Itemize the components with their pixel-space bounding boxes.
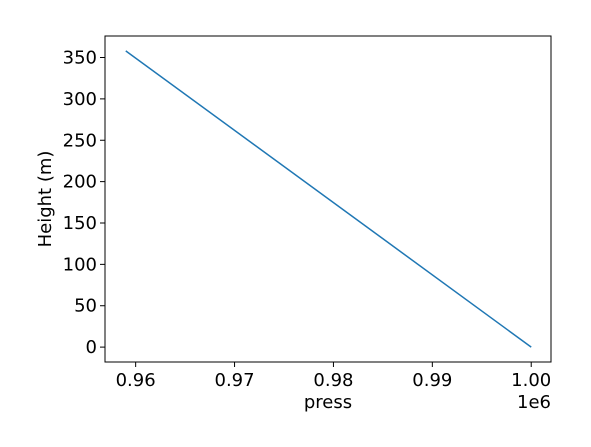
y-tick-label: 250 — [63, 130, 97, 151]
y-tick-label: 100 — [63, 254, 97, 275]
x-tick-label: 0.96 — [116, 370, 156, 391]
x-tick-label: 0.99 — [412, 370, 452, 391]
y-axis-ticks: 0 50 100 150 200 250 300 350 — [63, 48, 105, 358]
y-tick-label: 300 — [63, 89, 97, 110]
plot-frame — [104, 35, 552, 363]
y-tick-label: 0 — [86, 337, 97, 358]
y-tick-label: 50 — [74, 296, 97, 317]
x-tick-label: 0.98 — [313, 370, 353, 391]
x-tick-label: 1.00 — [511, 370, 551, 391]
x-tick-label: 0.97 — [215, 370, 255, 391]
y-tick-label: 350 — [63, 48, 97, 69]
x-axis-label: press — [304, 392, 352, 413]
series-line-0 — [125, 50, 532, 348]
x-axis-offset-label: 1e6 — [517, 392, 551, 413]
y-tick-label: 150 — [63, 213, 97, 234]
series-layer — [125, 50, 532, 348]
y-tick-label: 200 — [63, 172, 97, 193]
y-axis-label: Height (m) — [35, 151, 56, 248]
x-axis-ticks: 0.96 0.97 0.98 0.99 1.00 — [116, 362, 551, 391]
